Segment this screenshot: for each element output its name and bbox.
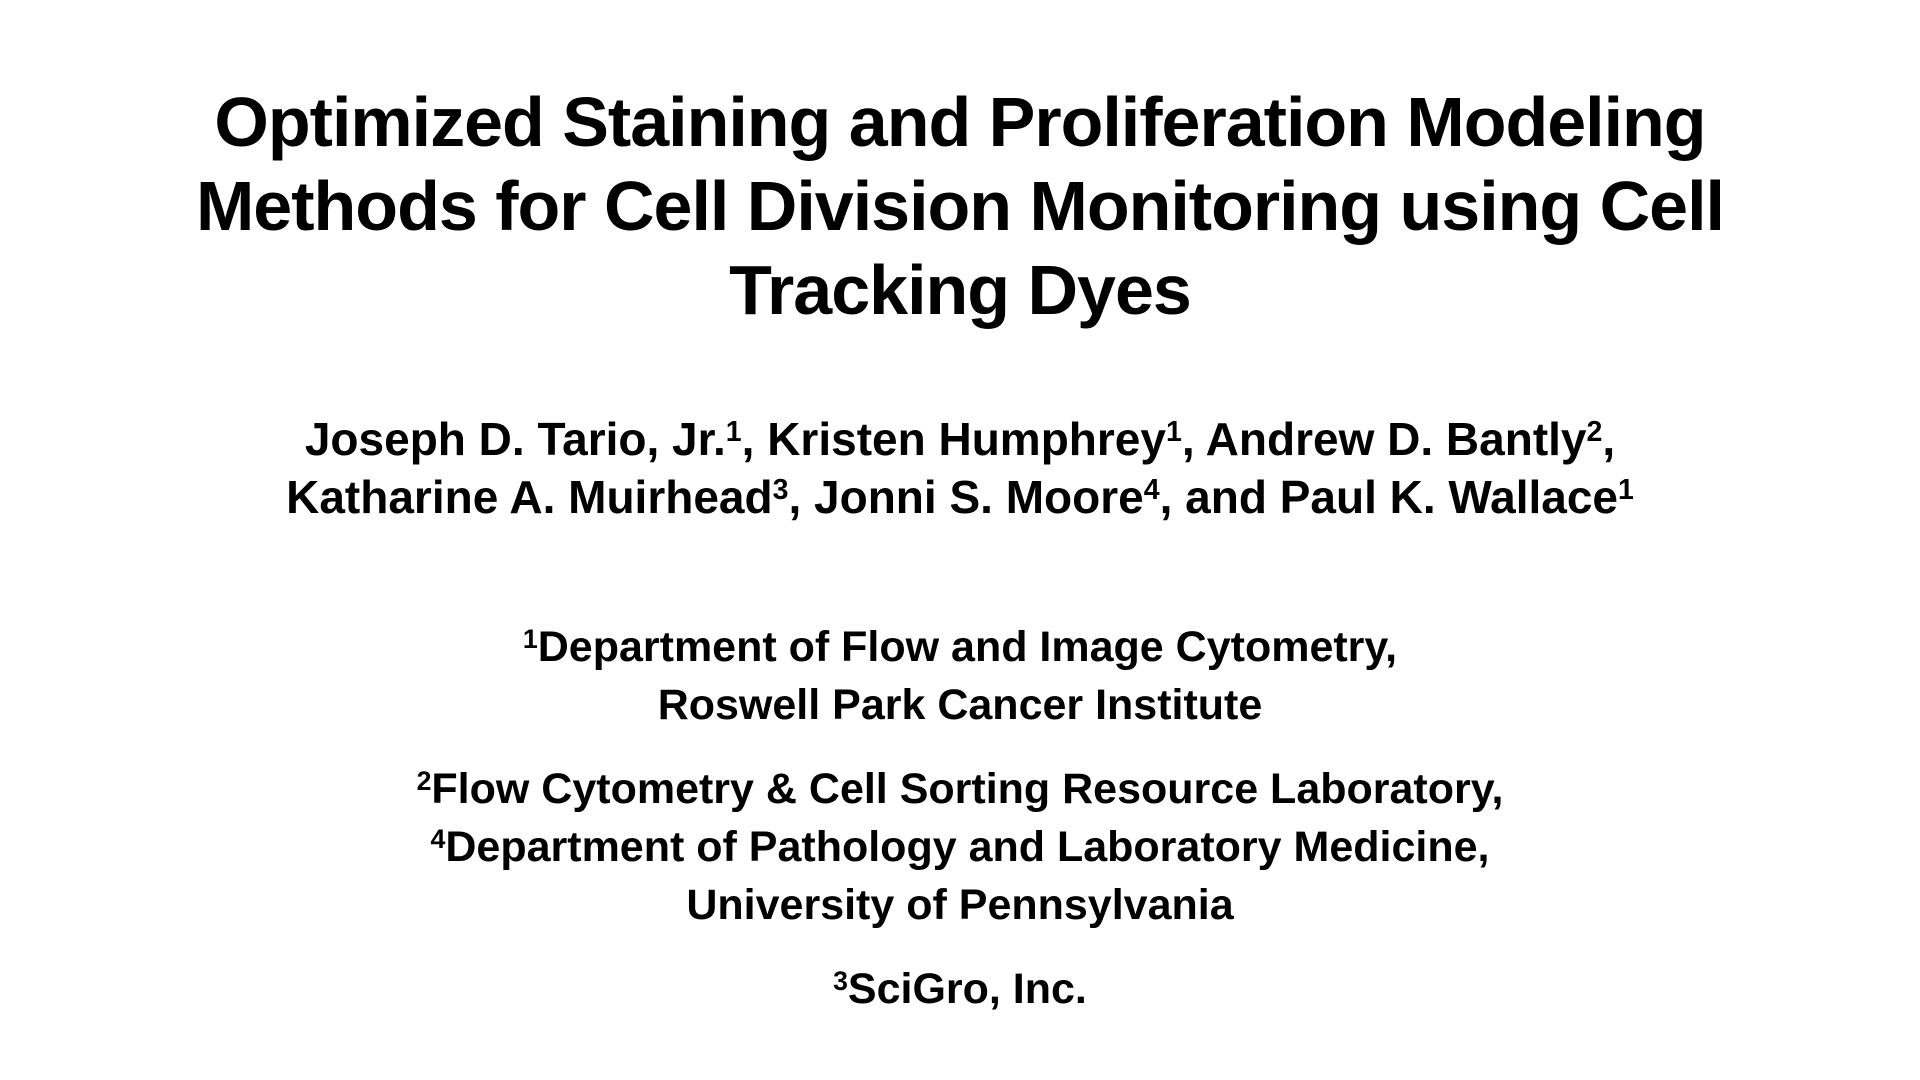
title-line-3: Tracking Dyes xyxy=(729,251,1192,329)
affiliation-text: University of Pennsylvania xyxy=(686,881,1234,929)
author-name: , Andrew D. Bantly xyxy=(1181,413,1587,465)
author-superscript: 1 xyxy=(725,415,742,448)
affiliation-text: Roswell Park Cancer Institute xyxy=(657,681,1263,729)
affiliation-2-line-2: 4Department of Pathology and Laboratory … xyxy=(0,818,1920,876)
affiliation-1: 1Department of Flow and Image Cytometry,… xyxy=(0,618,1920,734)
author-name: , Jonni S. Moore xyxy=(788,471,1144,523)
affiliation-superscript: 3 xyxy=(833,965,848,996)
author-name: Joseph D. Tario, Jr. xyxy=(304,413,726,465)
author-separator: , xyxy=(1602,413,1616,465)
author-name: Katharine A. Muirhead xyxy=(286,471,773,523)
authors-line-2: Katharine A. Muirhead3, Jonni S. Moore4,… xyxy=(0,468,1920,526)
authors: Joseph D. Tario, Jr.1, Kristen Humphrey1… xyxy=(0,410,1920,526)
affiliation-2: 2Flow Cytometry & Cell Sorting Resource … xyxy=(0,760,1920,934)
author-name: , Kristen Humphrey xyxy=(741,413,1166,465)
affiliation-text: SciGro, Inc. xyxy=(847,965,1087,1013)
author-superscript: 3 xyxy=(772,473,789,506)
title-line-2: Methods for Cell Division Monitoring usi… xyxy=(196,167,1725,245)
affiliation-superscript: 4 xyxy=(430,823,446,854)
affiliation-3: 3SciGro, Inc. xyxy=(0,960,1920,1018)
author-name: , and Paul K. Wallace xyxy=(1159,471,1619,523)
affiliation-1-line-2: Roswell Park Cancer Institute xyxy=(0,676,1920,734)
authors-line-1: Joseph D. Tario, Jr.1, Kristen Humphrey1… xyxy=(0,410,1920,468)
author-superscript: 4 xyxy=(1143,473,1160,506)
author-superscript: 2 xyxy=(1586,415,1603,448)
affiliation-text: Flow Cytometry & Cell Sorting Resource L… xyxy=(431,765,1504,813)
affiliation-text: Department of Flow and Image Cytometry, xyxy=(537,623,1398,671)
affiliation-superscript: 2 xyxy=(416,765,432,796)
affiliation-superscript: 1 xyxy=(522,623,538,654)
affiliation-3-line-1: 3SciGro, Inc. xyxy=(0,960,1920,1018)
affiliation-2-line-3: University of Pennsylvania xyxy=(0,876,1920,934)
author-superscript: 1 xyxy=(1618,473,1634,506)
affiliation-1-line-1: 1Department of Flow and Image Cytometry, xyxy=(0,618,1920,676)
slide-title: Optimized Staining and Proliferation Mod… xyxy=(0,0,1920,332)
author-superscript: 1 xyxy=(1165,415,1182,448)
affiliation-2-line-1: 2Flow Cytometry & Cell Sorting Resource … xyxy=(0,760,1920,818)
title-line-1: Optimized Staining and Proliferation Mod… xyxy=(214,83,1706,161)
affiliation-text: Department of Pathology and Laboratory M… xyxy=(445,823,1490,871)
